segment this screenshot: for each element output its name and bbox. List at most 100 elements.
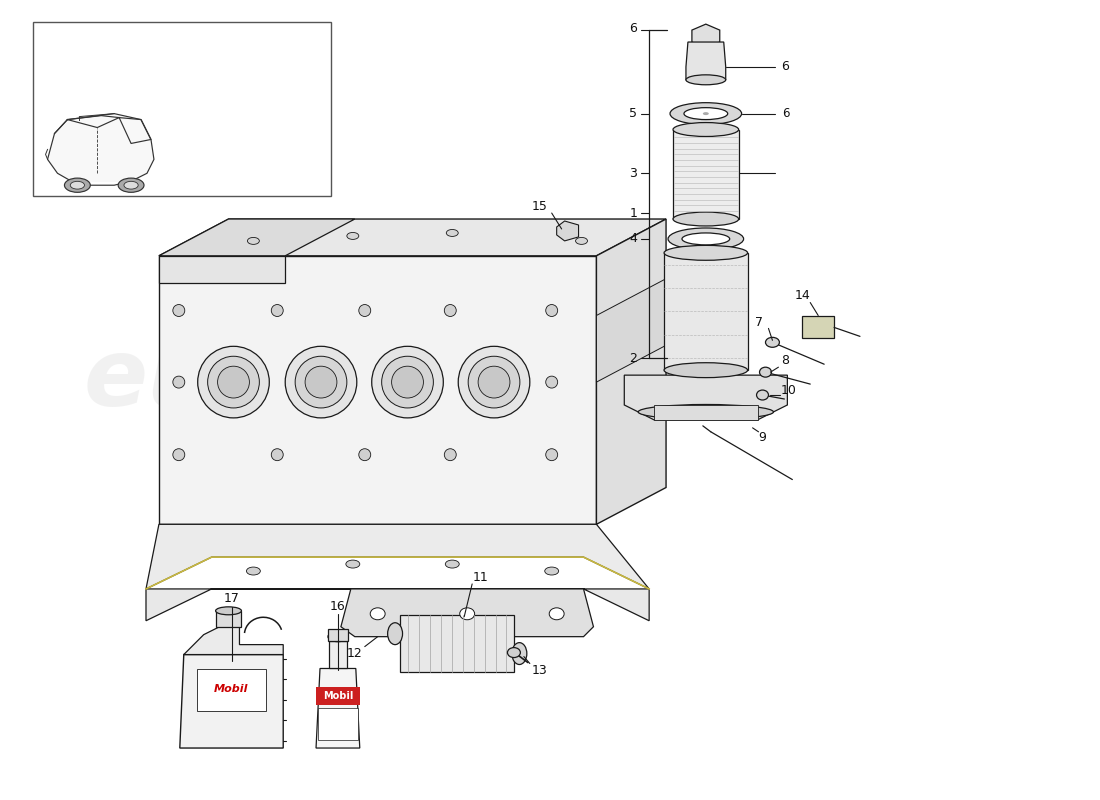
Bar: [33, 22, 331, 196]
Ellipse shape: [759, 367, 771, 377]
Ellipse shape: [285, 346, 356, 418]
Ellipse shape: [638, 405, 773, 419]
Text: 12: 12: [346, 647, 363, 660]
Text: 11: 11: [472, 570, 488, 583]
Bar: [216, 611, 242, 626]
Ellipse shape: [208, 356, 260, 408]
Polygon shape: [686, 42, 726, 80]
Ellipse shape: [345, 560, 360, 568]
Ellipse shape: [757, 390, 769, 400]
Bar: [316, 687, 360, 706]
Text: Mobil: Mobil: [322, 691, 353, 702]
Ellipse shape: [478, 366, 510, 398]
Bar: [664, 253, 748, 370]
Ellipse shape: [664, 362, 748, 378]
Ellipse shape: [359, 305, 371, 317]
Ellipse shape: [372, 346, 443, 418]
Polygon shape: [625, 375, 788, 420]
Polygon shape: [400, 614, 515, 673]
Text: 9: 9: [759, 431, 767, 444]
Bar: [197, 670, 266, 711]
Text: 4: 4: [629, 233, 637, 246]
Ellipse shape: [670, 102, 741, 125]
Ellipse shape: [546, 305, 558, 317]
Ellipse shape: [65, 178, 90, 192]
Text: 6: 6: [782, 107, 789, 120]
Text: 8: 8: [781, 354, 790, 366]
Text: a passion for parts since 1985: a passion for parts since 1985: [178, 440, 627, 490]
Ellipse shape: [447, 230, 459, 237]
Ellipse shape: [346, 233, 359, 239]
Text: 6: 6: [781, 60, 790, 74]
Polygon shape: [179, 654, 283, 748]
Ellipse shape: [248, 238, 260, 244]
Ellipse shape: [328, 632, 348, 642]
Ellipse shape: [173, 376, 185, 388]
Ellipse shape: [512, 642, 527, 665]
Bar: [329, 641, 346, 669]
Bar: [328, 629, 348, 641]
Polygon shape: [596, 278, 667, 382]
Text: 2: 2: [629, 352, 637, 365]
Bar: [318, 708, 358, 740]
Ellipse shape: [673, 122, 738, 137]
Ellipse shape: [549, 608, 564, 620]
Ellipse shape: [371, 608, 385, 620]
Ellipse shape: [444, 449, 456, 461]
Text: 1: 1: [629, 206, 637, 219]
Text: 10: 10: [780, 383, 796, 397]
Text: 7: 7: [755, 316, 762, 329]
Text: eurospares: eurospares: [84, 334, 681, 426]
Ellipse shape: [575, 238, 587, 244]
Ellipse shape: [218, 366, 250, 398]
Text: 14: 14: [794, 289, 811, 302]
Polygon shape: [557, 221, 579, 241]
Text: Mobil: Mobil: [214, 684, 249, 694]
Ellipse shape: [544, 567, 559, 575]
Ellipse shape: [70, 182, 85, 189]
Ellipse shape: [546, 376, 558, 388]
Text: 15: 15: [531, 199, 548, 213]
Polygon shape: [341, 589, 594, 637]
Polygon shape: [654, 405, 758, 420]
Bar: [673, 130, 738, 219]
Polygon shape: [158, 256, 596, 524]
Text: 17: 17: [223, 592, 240, 606]
Bar: [802, 317, 834, 338]
Ellipse shape: [359, 449, 371, 461]
Text: 16: 16: [330, 600, 345, 614]
Polygon shape: [146, 589, 649, 621]
Polygon shape: [146, 524, 649, 589]
Polygon shape: [596, 219, 667, 524]
Ellipse shape: [173, 449, 185, 461]
Ellipse shape: [682, 233, 729, 245]
Ellipse shape: [387, 622, 403, 645]
Ellipse shape: [216, 607, 242, 614]
Ellipse shape: [460, 608, 474, 620]
Ellipse shape: [673, 212, 738, 226]
Ellipse shape: [469, 356, 520, 408]
Ellipse shape: [664, 246, 748, 260]
Ellipse shape: [507, 648, 520, 658]
Ellipse shape: [118, 178, 144, 192]
Ellipse shape: [124, 182, 139, 189]
Ellipse shape: [446, 560, 459, 568]
Polygon shape: [47, 114, 154, 182]
Ellipse shape: [246, 567, 261, 575]
Polygon shape: [692, 24, 719, 48]
Ellipse shape: [684, 108, 728, 119]
Polygon shape: [158, 256, 285, 282]
Polygon shape: [158, 219, 355, 256]
Ellipse shape: [295, 356, 346, 408]
Ellipse shape: [668, 228, 744, 250]
Text: 6: 6: [629, 22, 637, 34]
Ellipse shape: [198, 346, 270, 418]
Ellipse shape: [459, 346, 530, 418]
Ellipse shape: [444, 305, 456, 317]
Polygon shape: [316, 669, 360, 748]
Ellipse shape: [382, 356, 433, 408]
Ellipse shape: [546, 449, 558, 461]
Polygon shape: [158, 219, 667, 256]
Text: 3: 3: [629, 166, 637, 180]
Ellipse shape: [686, 75, 726, 85]
